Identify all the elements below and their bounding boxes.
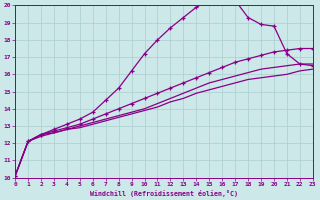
X-axis label: Windchill (Refroidissement éolien,°C): Windchill (Refroidissement éolien,°C): [90, 190, 238, 197]
